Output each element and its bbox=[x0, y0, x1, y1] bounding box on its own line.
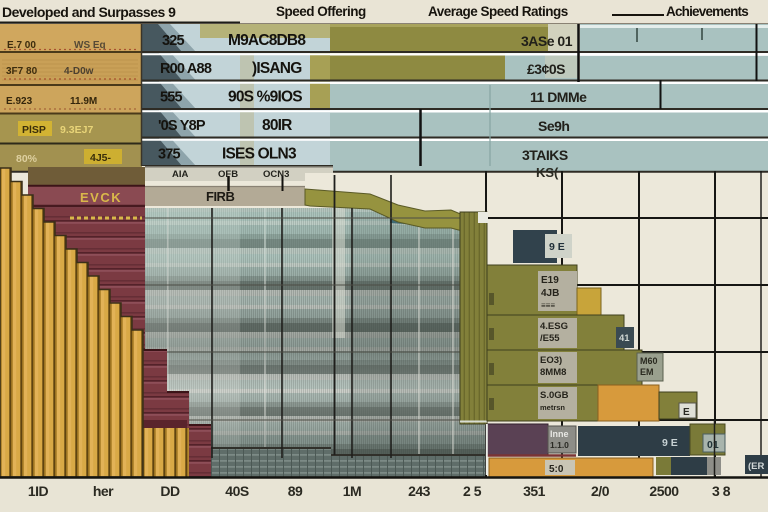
svg-text:9.3EJ7: 9.3EJ7 bbox=[60, 124, 93, 136]
svg-text:her: her bbox=[93, 483, 114, 499]
svg-text:4J5-: 4J5- bbox=[90, 152, 112, 164]
svg-text:1.1.0: 1.1.0 bbox=[550, 440, 569, 450]
svg-text:80IR: 80IR bbox=[262, 117, 292, 134]
svg-text:E.923: E.923 bbox=[6, 96, 33, 107]
svg-text:11.9M: 11.9M bbox=[70, 96, 97, 107]
svg-text:PlSP: PlSP bbox=[22, 124, 46, 136]
svg-text:Developed and Surpasses 9: Developed and Surpasses 9 bbox=[2, 4, 176, 20]
svg-text:S.0GB: S.0GB bbox=[540, 390, 569, 401]
svg-text:3F7 80: 3F7 80 bbox=[6, 66, 38, 77]
svg-text:£3¢0S: £3¢0S bbox=[527, 61, 565, 77]
svg-text:2500: 2500 bbox=[649, 483, 679, 499]
svg-text:1ID: 1ID bbox=[28, 483, 49, 499]
svg-text:metrsn: metrsn bbox=[540, 403, 565, 412]
svg-text:≡≡≡: ≡≡≡ bbox=[541, 301, 555, 310]
svg-text:4-D0w: 4-D0w bbox=[64, 66, 94, 77]
svg-text:EO3): EO3) bbox=[540, 355, 562, 366]
svg-text:Se9h: Se9h bbox=[538, 118, 569, 134]
svg-text:351: 351 bbox=[523, 483, 546, 499]
svg-text:3 8: 3 8 bbox=[712, 483, 731, 499]
svg-text:5:0: 5:0 bbox=[549, 464, 564, 475]
svg-text:Inne: Inne bbox=[550, 429, 569, 439]
svg-text:Average Speed Ratings: Average Speed Ratings bbox=[428, 4, 568, 19]
svg-text:WS Eq: WS Eq bbox=[74, 40, 106, 51]
svg-text:OFB: OFB bbox=[218, 169, 238, 180]
svg-text:89: 89 bbox=[288, 483, 303, 499]
svg-text:375: 375 bbox=[158, 147, 181, 163]
svg-text:Speed Offering: Speed Offering bbox=[276, 4, 366, 19]
svg-text:90S %9IOS: 90S %9IOS bbox=[228, 89, 302, 106]
svg-text:M60: M60 bbox=[640, 356, 658, 366]
svg-text:41: 41 bbox=[619, 333, 630, 344]
svg-text:M9AC8DB8: M9AC8DB8 bbox=[228, 32, 306, 49]
svg-text:11 DMMe: 11 DMMe bbox=[530, 89, 587, 105]
svg-text:2 5: 2 5 bbox=[463, 483, 482, 499]
svg-text:E: E bbox=[683, 407, 690, 418]
svg-text:243: 243 bbox=[408, 483, 431, 499]
svg-text:E.7 00: E.7 00 bbox=[7, 40, 36, 51]
svg-text:)ISANG: )ISANG bbox=[252, 60, 302, 77]
svg-text:EVCK: EVCK bbox=[80, 190, 122, 205]
svg-text:(ER: (ER bbox=[748, 461, 765, 472]
svg-text:/E55: /E55 bbox=[540, 333, 560, 344]
svg-text:1M: 1M bbox=[343, 483, 361, 499]
svg-text:3ASe 01: 3ASe 01 bbox=[521, 33, 573, 49]
svg-text:40S: 40S bbox=[225, 483, 249, 499]
svg-text:80%: 80% bbox=[16, 153, 38, 165]
svg-text:8MM8: 8MM8 bbox=[540, 367, 566, 378]
svg-text:4.ESG: 4.ESG bbox=[540, 321, 568, 332]
svg-text:325: 325 bbox=[162, 33, 185, 49]
svg-text:R00 A88: R00 A88 bbox=[160, 61, 212, 77]
svg-text:DD: DD bbox=[160, 483, 180, 499]
svg-text:3TAIKS: 3TAIKS bbox=[522, 147, 568, 163]
svg-text:E19: E19 bbox=[541, 275, 559, 286]
svg-text:AIA: AIA bbox=[172, 169, 189, 180]
svg-text:555: 555 bbox=[160, 90, 183, 106]
svg-text:01: 01 bbox=[707, 439, 719, 451]
svg-text:EM: EM bbox=[640, 367, 654, 377]
svg-text:FIRB: FIRB bbox=[206, 189, 234, 204]
svg-text:Achievements: Achievements bbox=[666, 4, 748, 19]
svg-text:KS(: KS( bbox=[536, 165, 559, 180]
svg-text:'0S Y8P: '0S Y8P bbox=[158, 118, 206, 134]
svg-text:2/0: 2/0 bbox=[591, 483, 610, 499]
svg-text:9 E: 9 E bbox=[549, 241, 565, 253]
svg-text:ISES OLN3: ISES OLN3 bbox=[222, 146, 297, 163]
svg-text:4JB: 4JB bbox=[541, 288, 559, 299]
svg-text:9 E: 9 E bbox=[662, 437, 678, 449]
svg-text:OCN3: OCN3 bbox=[263, 169, 289, 180]
